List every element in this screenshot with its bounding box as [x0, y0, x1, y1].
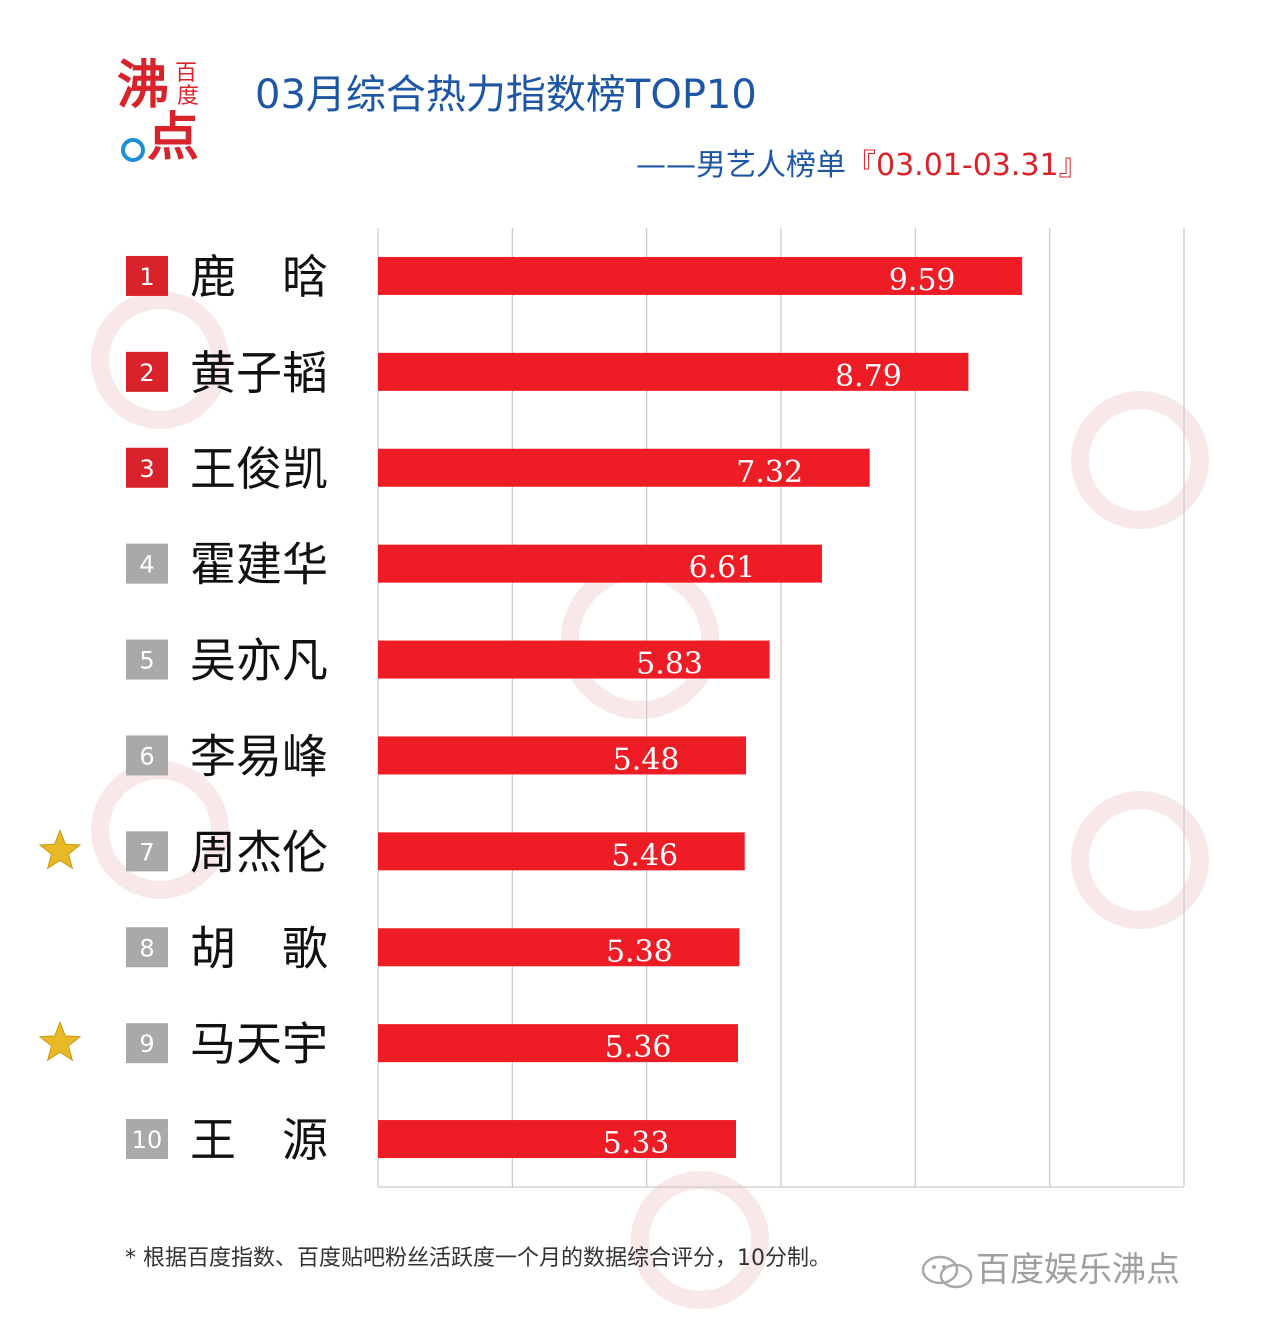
rank-label: 10 [132, 1126, 163, 1154]
subtitle-dates: 『03.01-03.31』 [846, 148, 1089, 183]
logo-side-glyph-1: 百 [175, 61, 197, 86]
rank-label: 5 [139, 647, 154, 675]
value-label: 6.61 [689, 551, 756, 586]
rank-label: 6 [139, 742, 154, 770]
logo-ring [121, 138, 145, 162]
logo-main-glyph-2: 点 [147, 107, 199, 168]
logo-main-glyph-1: 沸 [117, 55, 169, 116]
category-label: 王俊凯 [190, 442, 328, 496]
rank-label: 8 [139, 934, 154, 962]
rank-badge [126, 351, 168, 392]
rank-badge [126, 1119, 168, 1160]
rank-label: 2 [139, 359, 154, 387]
value-label: 8.79 [835, 359, 902, 394]
rank-badge [126, 447, 168, 488]
bar [378, 256, 1023, 295]
rank-label: 9 [139, 1030, 154, 1058]
value-label: 7.32 [736, 455, 803, 490]
bar [378, 640, 770, 679]
bar [378, 544, 822, 583]
chart-title: 03月综合热力指数榜TOP10 [255, 72, 757, 118]
chart-subtitle: ——男艺人榜单『03.01-03.31』 [636, 140, 1089, 184]
baidu-feidian-logo: 沸 百 度 点 [117, 55, 199, 168]
category-label: 周杰伦 [190, 825, 328, 879]
value-label: 5.46 [611, 838, 678, 873]
bar [378, 832, 745, 871]
bar [378, 1024, 739, 1063]
bar [378, 736, 747, 775]
wechat-icon [920, 1254, 976, 1290]
subtitle-prefix: ——男艺人榜单 [636, 148, 846, 183]
rank-label: 1 [139, 263, 154, 291]
rank-badge [126, 831, 168, 872]
category-label: 胡 歌 [190, 921, 328, 975]
star-icon [38, 1020, 82, 1062]
rank-badge [126, 543, 168, 584]
category-label: 鹿 晗 [190, 250, 328, 304]
value-label: 5.36 [605, 1030, 672, 1065]
rank-badge [126, 255, 168, 296]
brand-watermark: 百度娱乐沸点 [920, 1242, 1180, 1291]
value-label: 5.38 [606, 934, 673, 969]
value-label: 9.59 [889, 263, 956, 298]
logo-side-glyph-2: 度 [177, 84, 199, 109]
value-label: 5.33 [603, 1126, 670, 1161]
bar [378, 448, 870, 487]
bar [378, 928, 740, 967]
brand-text: 百度娱乐沸点 [976, 1250, 1180, 1290]
footnote: * 根据百度指数、百度贴吧粉丝活跃度一个月的数据综合评分，10分制。 [125, 1246, 831, 1271]
category-label: 王 源 [190, 1113, 328, 1167]
rank-label: 4 [139, 551, 154, 579]
category-label: 黄子韬 [190, 346, 328, 400]
category-label: 李易峰 [190, 729, 328, 783]
category-label: 霍建华 [190, 538, 328, 592]
bar [378, 352, 969, 391]
rank-badge [126, 1023, 168, 1064]
rank-badge [126, 735, 168, 776]
rank-label: 3 [139, 455, 154, 483]
category-label: 吴亦凡 [190, 634, 328, 688]
rank-badge [126, 927, 168, 968]
value-label: 5.83 [636, 647, 703, 682]
rank-badge [126, 639, 168, 680]
bar [378, 1120, 736, 1159]
rank-label: 7 [139, 838, 154, 866]
value-label: 5.48 [613, 742, 680, 777]
category-label: 马天宇 [190, 1017, 328, 1071]
star-icon [38, 829, 82, 870]
